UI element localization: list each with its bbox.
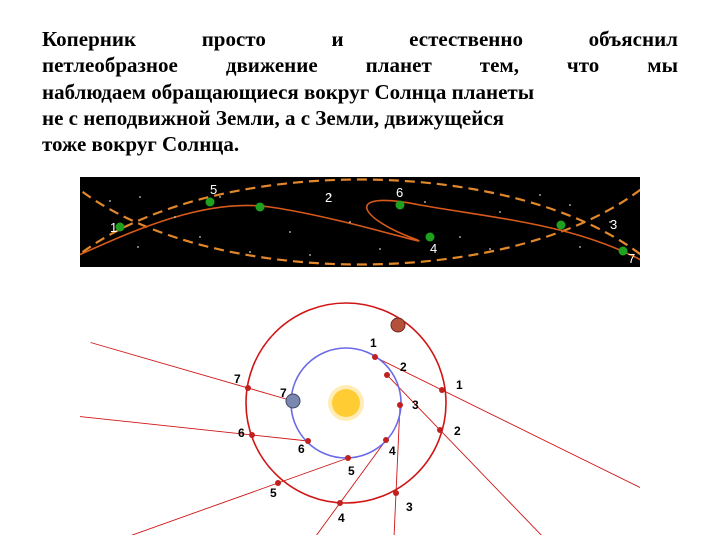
w: тем, xyxy=(480,52,519,78)
sky-svg: 1 2 3 4 5 6 7 xyxy=(80,177,640,267)
svg-text:6: 6 xyxy=(396,185,403,200)
svg-text:3: 3 xyxy=(610,217,617,232)
svg-text:2: 2 xyxy=(454,424,461,438)
svg-text:7: 7 xyxy=(280,386,287,400)
w: движение xyxy=(226,52,318,78)
heliocentric-orbit-diagram: 1 1 2 2 3 3 4 4 5 5 6 6 7 7 xyxy=(80,275,640,540)
w: петлеобразное xyxy=(42,52,178,78)
svg-text:7: 7 xyxy=(628,251,635,266)
w: просто xyxy=(202,26,266,52)
svg-text:4: 4 xyxy=(430,241,437,256)
title-line-2: петлеобразное движение планет тем, что м… xyxy=(42,52,678,78)
title-line-3: наблюдаем обращающиеся вокруг Солнца пла… xyxy=(42,79,678,105)
svg-text:2: 2 xyxy=(325,190,332,205)
w: и xyxy=(331,26,343,52)
title-line-4: не с неподвижной Земли, а с Земли, движу… xyxy=(42,105,678,131)
orbits-svg: 1 1 2 2 3 3 4 4 5 5 6 6 7 7 xyxy=(80,275,640,535)
svg-text:6: 6 xyxy=(298,442,305,456)
svg-text:3: 3 xyxy=(406,500,413,514)
title-line-5: тоже вокруг Солнца. xyxy=(42,131,678,157)
w: естественно xyxy=(409,26,523,52)
w: мы xyxy=(647,52,678,78)
svg-text:1: 1 xyxy=(456,378,463,392)
retrograde-sky-diagram: 1 2 3 4 5 6 7 xyxy=(80,177,640,267)
svg-text:5: 5 xyxy=(348,464,355,478)
svg-text:5: 5 xyxy=(210,182,217,197)
svg-text:7: 7 xyxy=(234,372,241,386)
svg-text:1: 1 xyxy=(110,220,117,235)
w: что xyxy=(567,52,599,78)
svg-text:4: 4 xyxy=(389,444,396,458)
svg-text:4: 4 xyxy=(338,511,345,525)
title-paragraph: Коперник просто и естественно объяснил п… xyxy=(42,26,678,157)
svg-text:1: 1 xyxy=(370,336,377,350)
title-line-1: Коперник просто и естественно объяснил xyxy=(42,26,678,52)
svg-text:3: 3 xyxy=(412,398,419,412)
w: планет xyxy=(366,52,432,78)
svg-text:6: 6 xyxy=(238,426,245,440)
svg-text:5: 5 xyxy=(270,486,277,500)
w: объяснил xyxy=(589,26,678,52)
svg-text:2: 2 xyxy=(400,360,407,374)
w: Коперник xyxy=(42,26,136,52)
